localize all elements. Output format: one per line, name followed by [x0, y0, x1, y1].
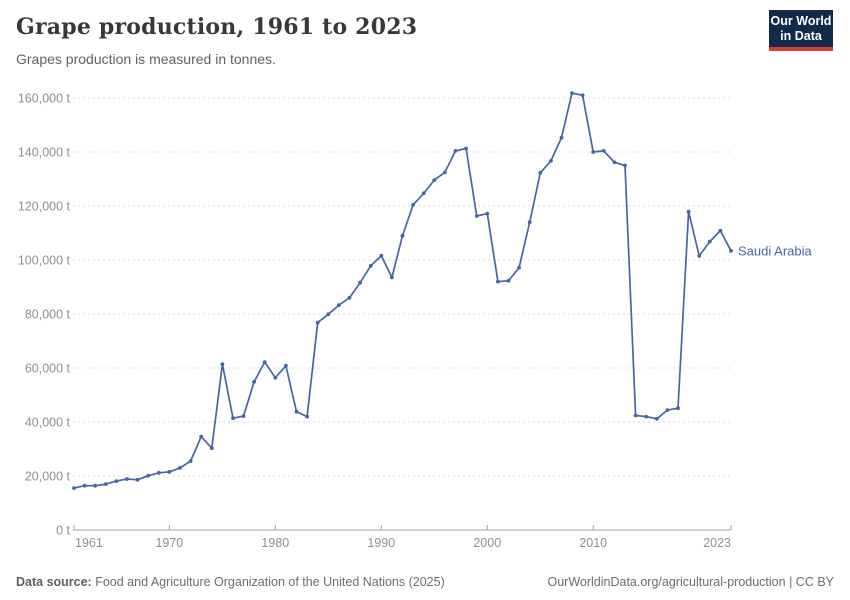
data-point-marker[interactable] [707, 239, 712, 244]
data-point-marker[interactable] [654, 416, 659, 421]
data-point-marker[interactable] [633, 413, 638, 418]
data-point-marker[interactable] [538, 170, 543, 175]
data-point-marker[interactable] [485, 211, 490, 216]
data-point-marker[interactable] [623, 163, 627, 168]
data-point-marker[interactable] [241, 414, 246, 418]
data-point-marker[interactable] [474, 214, 479, 218]
data-point-marker[interactable] [665, 408, 670, 412]
footer-divider: | [789, 575, 793, 589]
x-axis-tick-label: 2023 [703, 536, 731, 550]
data-point-marker[interactable] [601, 149, 606, 153]
data-point-marker[interactable] [612, 160, 617, 165]
data-point-marker[interactable] [379, 253, 384, 258]
data-point-marker[interactable] [506, 278, 511, 283]
owid-logo[interactable]: Our World in Data [769, 10, 833, 51]
data-point-marker[interactable] [570, 91, 574, 95]
data-point-marker[interactable] [580, 93, 585, 98]
data-source-label: Data source: [16, 575, 92, 589]
data-point-marker[interactable] [496, 279, 500, 284]
data-point-marker[interactable] [252, 379, 256, 384]
data-point-marker[interactable] [686, 209, 691, 214]
data-point-marker[interactable] [262, 360, 267, 364]
data-point-marker[interactable] [231, 416, 235, 421]
y-axis-tick-label: 140,000 t [18, 146, 71, 160]
series-end-label: Saudi Arabia [738, 243, 812, 258]
x-axis-tick-label: 1970 [155, 536, 183, 550]
data-point-marker[interactable] [591, 150, 596, 154]
data-point-marker[interactable] [729, 248, 733, 253]
y-axis-tick-label: 0 t [56, 524, 70, 538]
y-axis-tick-label: 60,000 t [25, 362, 71, 376]
data-point-marker[interactable] [400, 233, 405, 238]
data-point-marker[interactable] [72, 486, 76, 490]
x-axis-tick-label: 2010 [579, 536, 607, 550]
chart-title: Grape production, 1961 to 2023 [16, 14, 418, 40]
y-axis-tick-label: 80,000 t [25, 308, 71, 322]
data-point-marker[interactable] [178, 466, 182, 470]
data-source-text: Food and Agriculture Organization of the… [95, 575, 445, 589]
chart-footer: Data source: Food and Agriculture Organi… [16, 575, 834, 589]
data-point-marker[interactable] [82, 483, 87, 488]
owid-logo-line1: Our World [770, 14, 832, 28]
data-point-marker[interactable] [209, 446, 214, 451]
owid-logo-line2: in Data [780, 29, 822, 43]
data-point-marker[interactable] [294, 409, 299, 414]
data-point-marker[interactable] [644, 414, 649, 419]
data-point-marker[interactable] [125, 477, 129, 481]
data-point-marker[interactable] [358, 280, 362, 285]
x-axis-tick-label: 2000 [473, 536, 501, 550]
data-point-marker[interactable] [199, 434, 204, 439]
data-point-marker[interactable] [220, 362, 225, 367]
data-point-marker[interactable] [156, 470, 161, 475]
data-point-marker[interactable] [432, 178, 437, 183]
data-point-marker[interactable] [527, 220, 532, 225]
data-point-marker[interactable] [676, 406, 680, 411]
data-point-marker[interactable] [347, 295, 352, 300]
data-point-marker[interactable] [453, 149, 458, 153]
data-point-marker[interactable] [368, 264, 373, 268]
data-point-marker[interactable] [284, 363, 288, 368]
data-point-marker[interactable] [697, 254, 702, 258]
data-point-marker[interactable] [559, 135, 564, 140]
data-point-marker[interactable] [167, 470, 172, 474]
data-point-marker[interactable] [315, 320, 320, 325]
data-point-marker[interactable] [93, 483, 98, 488]
saudi-arabia-line[interactable] [73, 92, 732, 489]
data-point-marker[interactable] [443, 170, 447, 175]
data-point-marker[interactable] [464, 146, 468, 151]
data-point-marker[interactable] [305, 414, 309, 419]
data-point-marker[interactable] [337, 303, 341, 307]
license-label[interactable]: CC BY [795, 575, 834, 589]
data-point-marker[interactable] [135, 477, 140, 482]
data-point-marker[interactable] [549, 159, 553, 163]
data-point-marker[interactable] [146, 473, 151, 478]
data-point-marker[interactable] [411, 203, 415, 207]
x-axis-tick-label: 1980 [261, 536, 289, 550]
data-point-marker[interactable] [390, 275, 394, 280]
data-point-marker[interactable] [103, 482, 108, 486]
y-axis-tick-label: 100,000 t [18, 254, 71, 268]
data-point-marker[interactable] [421, 191, 426, 196]
y-axis-tick-label: 20,000 t [25, 470, 71, 484]
data-point-marker[interactable] [718, 228, 723, 233]
data-point-marker[interactable] [517, 265, 521, 270]
data-point-marker[interactable] [114, 479, 119, 483]
chart-subtitle: Grapes production is measured in tonnes. [16, 51, 276, 67]
data-source: Data source: Food and Agriculture Organi… [16, 575, 445, 589]
footer-credits: OurWorldinData.org/agricultural-producti… [548, 575, 835, 589]
data-point-marker[interactable] [326, 312, 331, 317]
y-axis-tick-label: 120,000 t [18, 200, 71, 214]
y-axis-tick-label: 40,000 t [25, 416, 71, 430]
data-point-marker[interactable] [188, 459, 193, 463]
x-axis-tick-label: 1961 [75, 536, 103, 550]
y-axis-tick-label: 160,000 t [18, 92, 71, 106]
data-point-marker[interactable] [273, 375, 278, 380]
owid-link[interactable]: OurWorldinData.org/agricultural-producti… [547, 575, 786, 589]
x-axis-tick-label: 1990 [367, 536, 395, 550]
